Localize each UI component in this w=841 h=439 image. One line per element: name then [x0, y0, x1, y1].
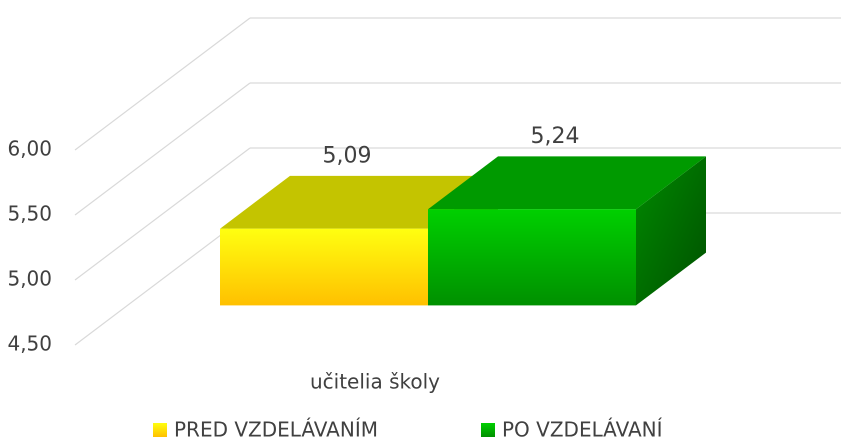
legend-swatch [481, 423, 495, 437]
legend-label: PRED VZDELÁVANÍM [174, 418, 378, 439]
legend-label: PO VZDELÁVANÍ [502, 418, 663, 439]
y-tick-label: 5,50 [7, 202, 52, 226]
y-tick-label: 6,00 [7, 137, 52, 161]
value-label: 5,24 [531, 124, 580, 149]
x-tick-label: učitelia školy [310, 370, 440, 394]
bar-front [220, 228, 428, 306]
bar-top [428, 156, 706, 210]
grid-line [74, 147, 251, 281]
grid-line [74, 82, 251, 216]
value-label: 5,09 [323, 144, 372, 169]
bar-front [428, 209, 636, 306]
y-tick-label: 4,50 [7, 332, 52, 356]
grid-line [74, 17, 251, 151]
legend-swatch [153, 423, 167, 437]
y-tick-label: 5,00 [7, 267, 52, 291]
bar-side [636, 156, 706, 306]
